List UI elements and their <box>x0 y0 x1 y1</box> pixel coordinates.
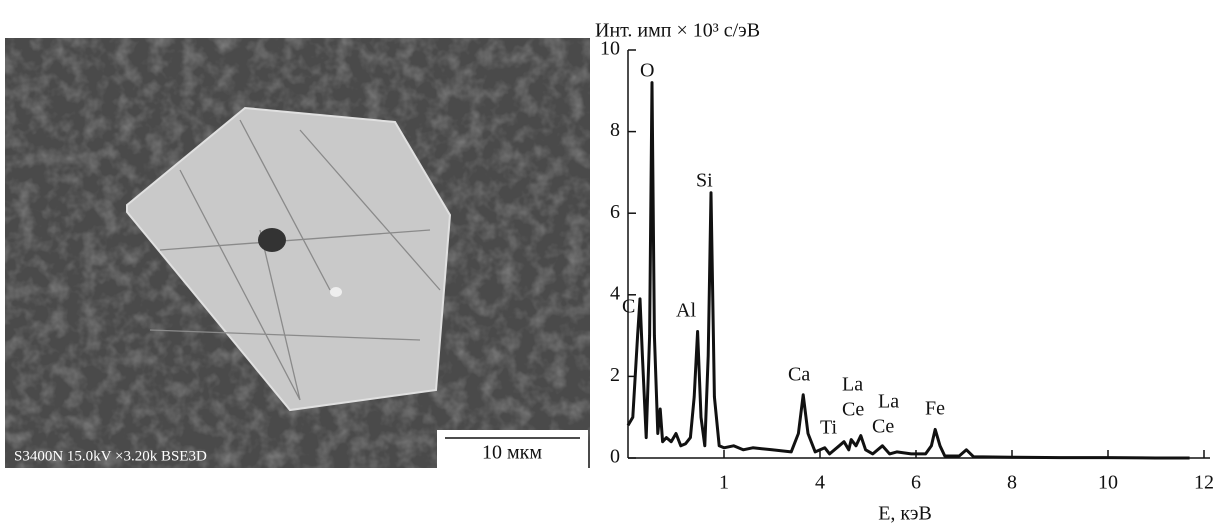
x-tick-label: 10 <box>1098 472 1118 494</box>
peak-label: C <box>622 296 635 318</box>
x-tick-label: 1 <box>719 472 729 494</box>
y-tick-label: 2 <box>610 364 620 386</box>
scale-box <box>437 430 588 468</box>
inclusion <box>330 287 342 297</box>
peak-label: O <box>640 60 654 82</box>
cracks <box>149 119 441 401</box>
y-tick-label: 4 <box>610 282 620 304</box>
peak-label: Ce <box>872 416 894 438</box>
x-tick-label: 6 <box>911 472 921 494</box>
y-tick-label: 0 <box>610 446 620 468</box>
peak-label: Al <box>676 300 696 322</box>
peak-label: Ca <box>788 364 810 386</box>
x-tick-label: 8 <box>1007 472 1017 494</box>
pit <box>258 228 286 252</box>
y-axis-label: Инт. имп × 10³ с/эВ <box>595 20 760 42</box>
y-tick-label: 8 <box>610 119 620 141</box>
peak-label: Ti <box>820 417 838 439</box>
spectrum-line <box>626 81 1190 460</box>
crystal <box>126 106 452 412</box>
y-tick-label: 10 <box>600 38 620 60</box>
scale-label: 10 мкм <box>482 442 542 464</box>
peak-label: La <box>842 374 863 396</box>
peak-label: Si <box>696 170 713 192</box>
peak-label: Ce <box>842 399 864 421</box>
peak-label: Fe <box>925 398 945 420</box>
sem-image: S3400N 15.0kV ×3.20k BSE3D 10 мкм <box>5 38 590 468</box>
peak-label: La <box>878 391 899 413</box>
x-tick-label: 12 <box>1194 472 1214 494</box>
y-tick-label: 6 <box>610 201 620 223</box>
x-axis-label: E, кэВ <box>878 503 932 525</box>
x-tick-label: 4 <box>815 472 825 494</box>
image-caption: S3400N 15.0kV ×3.20k BSE3D <box>14 448 207 464</box>
